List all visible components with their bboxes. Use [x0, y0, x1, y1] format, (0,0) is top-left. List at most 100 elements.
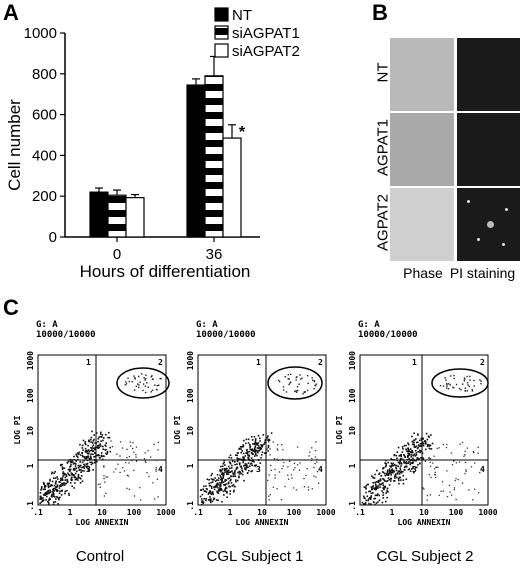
- event-dot: [257, 442, 260, 444]
- event-dot: [221, 479, 224, 481]
- event-dot: [235, 467, 238, 470]
- event-dot: [222, 477, 224, 480]
- event-dot: [83, 463, 85, 466]
- event-dot: [382, 471, 385, 474]
- event-dot: [55, 496, 58, 498]
- event-dot: [274, 477, 276, 479]
- event-dot: [72, 461, 74, 464]
- event-dot: [283, 461, 285, 464]
- event-dot: [243, 479, 245, 482]
- legend-swatch: [214, 25, 229, 40]
- event-dot: [64, 473, 67, 475]
- event-dot: [97, 454, 99, 456]
- event-dot: [139, 381, 141, 383]
- event-dot: [109, 446, 111, 449]
- event-dot: [401, 451, 404, 453]
- event-dot: [278, 471, 281, 473]
- event-dot: [241, 470, 244, 473]
- event-dot: [202, 501, 205, 504]
- event-dot: [230, 457, 233, 459]
- event-dot: [242, 465, 245, 467]
- event-dot: [316, 470, 319, 473]
- event-dot: [99, 435, 102, 438]
- event-dot: [106, 476, 109, 478]
- event-dot: [474, 462, 476, 464]
- event-dot: [62, 484, 64, 487]
- event-dot: [466, 375, 468, 378]
- event-dot: [75, 453, 77, 456]
- event-dot: [222, 474, 225, 476]
- event-dot: [396, 476, 398, 479]
- event-dot: [242, 444, 244, 446]
- event-dot: [251, 452, 253, 455]
- event-dot: [429, 444, 432, 447]
- event-dot: [221, 468, 224, 470]
- event-dot: [207, 493, 210, 495]
- event-dot: [156, 384, 159, 387]
- event-dot: [150, 376, 153, 378]
- event-dot: [90, 463, 93, 466]
- event-dot: [241, 450, 243, 452]
- event-dot: [415, 458, 418, 461]
- event-dot: [234, 473, 236, 475]
- event-dot: [210, 481, 212, 484]
- event-dot: [419, 450, 422, 452]
- event-dot: [473, 385, 476, 387]
- event-dot: [95, 442, 98, 444]
- event-dot: [307, 489, 310, 491]
- event-dot: [49, 478, 51, 481]
- event-dot: [397, 446, 400, 449]
- event-dot: [228, 456, 230, 459]
- event-dot: [88, 457, 91, 460]
- event-dot: [442, 443, 445, 446]
- event-dot: [278, 380, 281, 383]
- bar: [186, 84, 206, 238]
- event-dot: [217, 483, 220, 486]
- event-dot: [56, 485, 58, 488]
- event-dot: [365, 499, 367, 502]
- event-dot: [466, 447, 469, 449]
- event-dot: [87, 467, 89, 470]
- event-dot: [60, 479, 63, 481]
- event-dot: [232, 475, 235, 478]
- event-dot: [282, 386, 285, 388]
- event-dot: [39, 496, 42, 499]
- event-dot: [427, 435, 430, 437]
- event-dot: [50, 495, 53, 498]
- event-dot: [98, 454, 100, 457]
- event-dot: [225, 487, 228, 489]
- event-dot: [84, 447, 87, 450]
- event-dot: [230, 482, 233, 484]
- event-dot: [130, 445, 132, 447]
- event-dot: [94, 447, 97, 450]
- event-dot: [68, 492, 70, 495]
- event-dot: [69, 481, 72, 484]
- event-dot: [113, 471, 115, 473]
- event-dot: [147, 386, 149, 388]
- event-dot: [86, 450, 88, 453]
- event-dot: [455, 462, 458, 464]
- event-dot: [313, 387, 315, 390]
- event-dot: [281, 467, 283, 470]
- event-dot: [266, 437, 269, 439]
- event-dot: [96, 444, 99, 447]
- event-dot: [239, 462, 241, 465]
- event-dot: [410, 455, 413, 458]
- event-dot: [205, 497, 207, 500]
- event-dot: [103, 466, 105, 468]
- event-dot: [209, 490, 211, 492]
- event-dot: [210, 485, 213, 488]
- y-axis-title: Cell number: [5, 99, 24, 191]
- event-dot: [393, 454, 396, 457]
- event-dot: [295, 390, 297, 392]
- event-dot: [93, 434, 95, 436]
- event-dot: [82, 449, 84, 451]
- event-dot: [95, 432, 98, 434]
- event-dot: [217, 487, 219, 489]
- quadrant-number: 1: [412, 358, 417, 367]
- event-dot: [240, 448, 242, 450]
- event-dot: [426, 445, 429, 448]
- event-dot: [209, 496, 211, 498]
- event-dot: [75, 477, 78, 480]
- event-dot: [68, 468, 71, 471]
